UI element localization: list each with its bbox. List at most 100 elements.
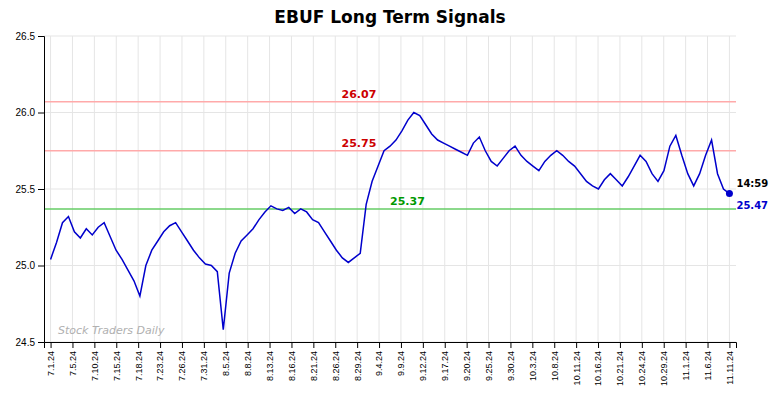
reference-label: 25.75 [342,137,377,150]
x-tick: 9.20.24 [462,342,472,381]
x-tick: 8.5.24 [221,342,231,376]
y-tick: 26.5 [16,31,44,42]
x-tick: 10.24.24 [637,342,647,386]
x-tick-label: 11.1.24 [681,351,691,380]
x-tick: 8.8.24 [243,342,253,376]
x-tick: 8.26.24 [331,342,341,381]
x-tick: 7.18.24 [134,342,144,381]
x-tick-label: 10.24.24 [637,351,647,386]
watermark: Stock Traders Daily [58,324,165,337]
grid-line-y [44,189,736,190]
grid-line-y [44,112,736,113]
y-axis-line [38,37,45,343]
x-tick-mark [138,342,139,348]
y-tick-label: 26.0 [16,107,36,118]
x-tick-mark [642,342,643,348]
y-tick-mark [38,266,44,267]
x-tick-label: 10.3.24 [528,351,538,381]
x-tick: 11.6.24 [703,342,713,380]
x-tick-mark [489,342,490,348]
x-tick: 11.11.24 [725,342,735,385]
x-tick-label: 7.15.24 [112,351,122,381]
x-tick: 9.25.24 [484,342,494,381]
x-tick-label: 9.20.24 [462,351,472,381]
x-tick-mark [532,342,533,348]
last-point [726,190,733,197]
x-tick-mark [379,342,380,348]
x-tick: 9.30.24 [506,342,516,381]
y-tick: 25.5 [16,184,44,195]
x-tick-label: 7.18.24 [134,351,144,381]
reference-line [44,150,736,152]
y-tick-label: 26.5 [16,31,36,42]
x-tick-mark [708,342,709,348]
x-tick-label: 9.17.24 [440,351,450,381]
x-tick: 8.21.24 [309,342,319,381]
x-tick-mark [248,342,249,348]
x-tick-label: 8.29.24 [353,351,363,381]
x-tick: 9.4.24 [374,342,384,376]
x-tick: 9.17.24 [440,342,450,381]
x-tick: 10.16.24 [593,342,603,386]
y-tick-mark [38,342,44,343]
last-point-label: 25.47 [736,200,768,211]
x-tick-mark [160,342,161,348]
x-axis: 7.1.24 7.5.24 7.10.24 7.15.24 7.18.24 7.23.24… [45,342,737,386]
y-tick: 24.5 [16,337,44,348]
x-tick-mark [729,342,730,348]
grid [44,36,736,342]
y-tick: 26.0 [16,107,44,118]
x-tick-mark [72,342,73,348]
x-tick: 10.8.24 [550,342,560,381]
x-tick-label: 9.25.24 [484,351,494,381]
x-tick-mark [510,342,511,348]
chart: 7.1.24 7.5.24 7.10.24 7.15.24 7.18.24 7.23.24… [0,0,784,398]
x-tick-mark [116,342,117,348]
x-tick: 10.3.24 [528,342,538,381]
x-tick-label: 10.16.24 [593,351,603,386]
x-tick-label: 8.5.24 [221,351,231,376]
plot-area [44,102,736,330]
x-tick-label: 10.29.24 [659,351,669,386]
x-tick-mark [423,342,424,348]
x-tick-mark [401,342,402,348]
x-tick: 7.23.24 [155,342,165,381]
x-tick-mark [576,342,577,348]
x-tick: 7.5.24 [68,342,78,376]
x-tick-label: 7.26.24 [177,351,187,381]
y-tick-mark [38,189,44,190]
y-tick-label: 24.5 [16,337,36,348]
reference-label: 25.37 [390,195,425,208]
x-axis-line [45,343,737,349]
x-tick-label: 10.8.24 [550,351,560,381]
x-tick-label: 8.26.24 [331,351,341,381]
x-tick-label: 8.16.24 [287,351,297,381]
x-tick-mark [270,342,271,348]
x-tick-mark [467,342,468,348]
x-tick: 10.29.24 [659,342,669,386]
price-line [51,113,730,330]
grid-line-y [44,36,736,37]
x-tick-label: 9.30.24 [506,351,516,381]
reference-label: 26.07 [342,88,377,101]
x-tick-mark [51,342,52,348]
x-tick-mark [357,342,358,348]
y-tick-label: 25.0 [16,260,36,271]
title: EBUF Long Term Signals [274,7,505,27]
x-tick-mark [335,342,336,348]
y-tick: 25.0 [16,260,44,271]
x-tick-label: 7.10.24 [90,351,100,381]
x-tick-mark [664,342,665,348]
x-tick-label: 8.8.24 [243,351,253,376]
x-tick-label: 9.4.24 [374,351,384,376]
grid-line-y [44,265,736,266]
x-tick-label: 11.11.24 [725,351,735,385]
x-tick: 7.1.24 [46,342,56,376]
x-tick-mark [226,342,227,348]
x-tick: 7.26.24 [177,342,187,381]
x-tick-mark [204,342,205,348]
x-tick-label: 11.6.24 [703,351,713,380]
x-tick-label: 10.11.24 [572,351,582,385]
x-tick-label: 8.13.24 [265,351,275,381]
x-tick: 7.31.24 [199,342,209,381]
